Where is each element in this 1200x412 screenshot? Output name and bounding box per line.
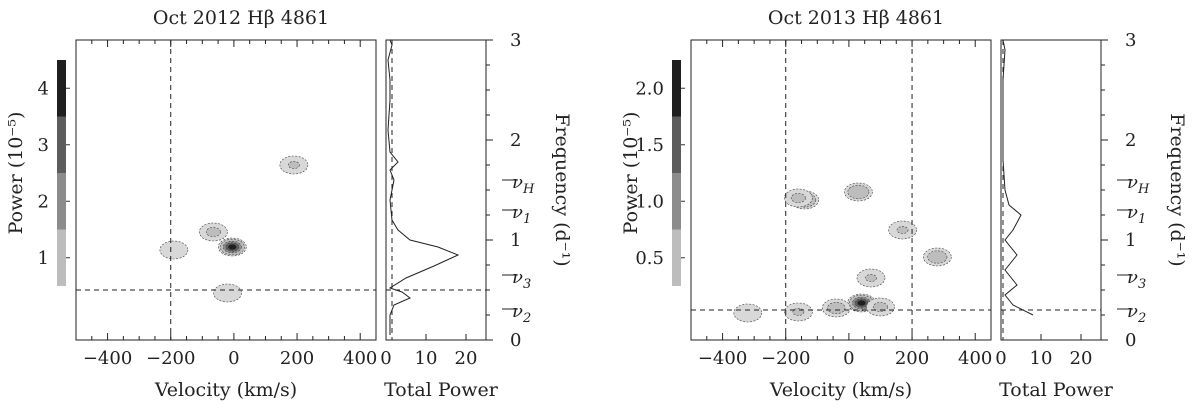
colorbar-tick-label: 1 <box>38 248 49 269</box>
x-axis-label: Velocity (km/s) <box>769 379 912 401</box>
x-tick-label: −200 <box>761 348 810 369</box>
x-tick-label: 0 <box>228 348 239 369</box>
contour-blob <box>857 300 866 306</box>
frequency-tick-label: 3 <box>1125 30 1136 51</box>
x-tick-label: 400 <box>343 348 377 369</box>
frequency-marker-label: ν2 <box>512 301 531 326</box>
colorbar-tick-label: 0.5 <box>635 248 664 269</box>
frequency-marker-label: νH <box>512 172 535 197</box>
contour-blob <box>733 303 763 323</box>
colorbar-tick-label: 1.5 <box>635 135 664 156</box>
side-x-tick-label: 0 <box>380 348 391 369</box>
contour-blob <box>213 283 242 303</box>
colorbar-tick-label: 2.0 <box>635 78 664 99</box>
frequency-marker-subscript: H <box>522 182 535 197</box>
total-power-curve <box>1002 39 1034 316</box>
frequency-tick-label: 0 <box>1125 330 1136 351</box>
colorbar-segment <box>57 173 66 230</box>
contour-blob <box>847 184 870 200</box>
contour-blob <box>205 227 221 237</box>
colorbar-label: Power (10⁻⁵) <box>620 112 642 235</box>
frequency-marker-label: ν2 <box>1127 301 1146 326</box>
x-axis-label: Velocity (km/s) <box>154 379 297 401</box>
colorbar-tick-label: 2 <box>38 191 49 212</box>
side-x-tick-label: 10 <box>1030 348 1053 369</box>
contour-blob <box>865 274 877 282</box>
x-tick-label: −200 <box>146 348 195 369</box>
contour-blob <box>872 302 888 312</box>
frequency-marker-subscript: 2 <box>1137 311 1146 326</box>
x-tick-label: 200 <box>895 348 929 369</box>
frequency-marker-label: ν3 <box>512 267 531 292</box>
total-power-curve <box>387 39 460 335</box>
main-panel-frame <box>690 39 992 341</box>
frequency-marker-subscript: H <box>1137 182 1150 197</box>
frequency-marker-subscript: 3 <box>1138 277 1146 292</box>
frequency-tick-label: 2 <box>1125 130 1136 151</box>
chart-title: Oct 2012 Hβ 4861 <box>153 7 329 29</box>
frequency-tick-label: 3 <box>510 30 521 51</box>
contour-blob <box>927 250 948 264</box>
x-tick-label: 0 <box>843 348 854 369</box>
side-x-tick-label: 10 <box>415 348 438 369</box>
x-tick-label: 400 <box>958 348 992 369</box>
frequency-tick-label: 1 <box>510 230 521 251</box>
colorbar-segment <box>672 60 681 117</box>
colorbar-segment <box>57 229 66 286</box>
frequency-axis-label: Frequency (d⁻¹) <box>1166 113 1188 266</box>
colorbar-label: Power (10⁻⁵) <box>5 112 27 235</box>
frequency-marker-subscript: 3 <box>523 277 531 292</box>
side-panel-frame <box>385 39 487 341</box>
frequency-marker-label: ν1 <box>1127 202 1146 227</box>
x-tick-label: −400 <box>83 348 132 369</box>
frequency-marker-subscript: 2 <box>522 311 531 326</box>
frequency-marker-subscript: 1 <box>523 212 531 227</box>
contour-blob <box>288 161 300 169</box>
contour-blob <box>827 302 846 314</box>
colorbar-segment <box>672 173 681 230</box>
frequency-marker-label: ν1 <box>512 202 531 227</box>
colorbar-tick-label: 3 <box>38 135 49 156</box>
frequency-axis-label: Frequency (d⁻¹) <box>551 113 573 266</box>
side-x-axis-label: Total Power <box>384 379 499 401</box>
colorbar-segment <box>57 116 66 173</box>
contour-blob <box>896 226 909 234</box>
colorbar-segment <box>672 229 681 286</box>
colorbar-tick-label: 1.0 <box>635 191 664 212</box>
contour-blob <box>159 240 189 260</box>
colorbar-tick-label: 4 <box>38 78 49 99</box>
contour-blob <box>790 193 806 203</box>
contour-blob <box>227 244 237 250</box>
frequency-marker-label: ν3 <box>1127 267 1146 292</box>
colorbar-segment <box>672 116 681 173</box>
side-panel-frame <box>1000 39 1102 341</box>
frequency-marker-label: νH <box>1127 172 1150 197</box>
chart-title: Oct 2013 Hβ 4861 <box>768 7 944 29</box>
main-panel-frame <box>75 39 377 341</box>
side-x-tick-label: 20 <box>455 348 478 369</box>
colorbar-segment <box>57 60 66 117</box>
side-x-axis-label: Total Power <box>999 379 1114 401</box>
frequency-tick-label: 0 <box>510 330 521 351</box>
frequency-marker-subscript: 1 <box>1138 212 1146 227</box>
frequency-tick-label: 1 <box>1125 230 1136 251</box>
side-x-tick-label: 20 <box>1070 348 1093 369</box>
x-tick-label: 200 <box>280 348 314 369</box>
x-tick-label: −400 <box>698 348 747 369</box>
side-x-tick-label: 0 <box>995 348 1006 369</box>
frequency-tick-label: 2 <box>510 130 521 151</box>
